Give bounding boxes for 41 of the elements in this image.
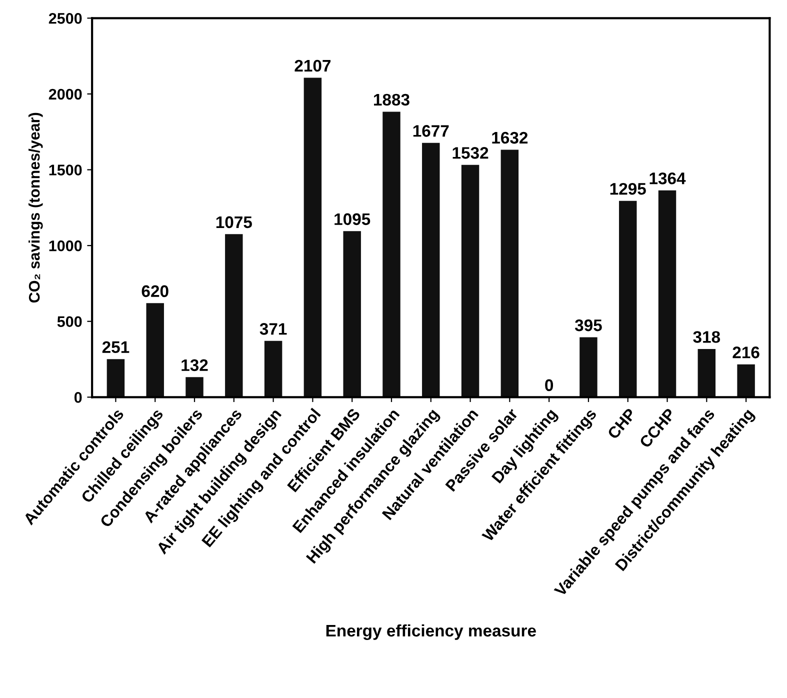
- data-label: 1632: [492, 132, 528, 144]
- y-tick-label: 1000: [49, 240, 82, 252]
- y-tick-label: 1500: [49, 164, 82, 176]
- data-label: 1364: [650, 172, 686, 184]
- y-tick-label: 2000: [48, 88, 82, 100]
- bar: [264, 340, 282, 398]
- data-label: 620: [142, 285, 168, 298]
- data-label: 2107: [294, 60, 331, 72]
- bar: [698, 348, 716, 398]
- data-label: 0: [545, 379, 554, 392]
- bar: [225, 234, 243, 398]
- bar: [737, 364, 755, 398]
- data-label: 395: [574, 319, 602, 332]
- y-tick-label: 0: [74, 392, 82, 403]
- data-label: 1532: [452, 147, 488, 159]
- bar: [304, 78, 322, 398]
- data-label: 1295: [610, 182, 646, 195]
- bar: [422, 142, 440, 398]
- bar: [382, 112, 400, 398]
- data-label: 371: [260, 323, 287, 335]
- data-label: 1677: [413, 125, 449, 137]
- bar: [658, 190, 676, 398]
- bar: [146, 303, 164, 398]
- bar: [500, 150, 519, 398]
- bar: [186, 377, 204, 398]
- data-label: 318: [693, 331, 720, 343]
- y-axis-title: CO₂ savings (tonnes/year): [28, 112, 43, 303]
- bar: [580, 337, 598, 398]
- data-label: 1075: [216, 216, 252, 228]
- x-axis-title: Energy efficiency measure: [326, 624, 536, 640]
- data-label: 1095: [334, 213, 370, 226]
- data-label: 216: [732, 346, 760, 358]
- bar: [343, 231, 361, 398]
- bar: [106, 359, 125, 398]
- bar: [461, 164, 480, 398]
- data-label: 251: [102, 341, 130, 354]
- data-label: 132: [182, 359, 208, 372]
- data-label: 1883: [374, 94, 410, 106]
- y-tick-label: 500: [57, 316, 82, 328]
- bar: [618, 200, 637, 398]
- y-tick-label: 2500: [48, 13, 82, 24]
